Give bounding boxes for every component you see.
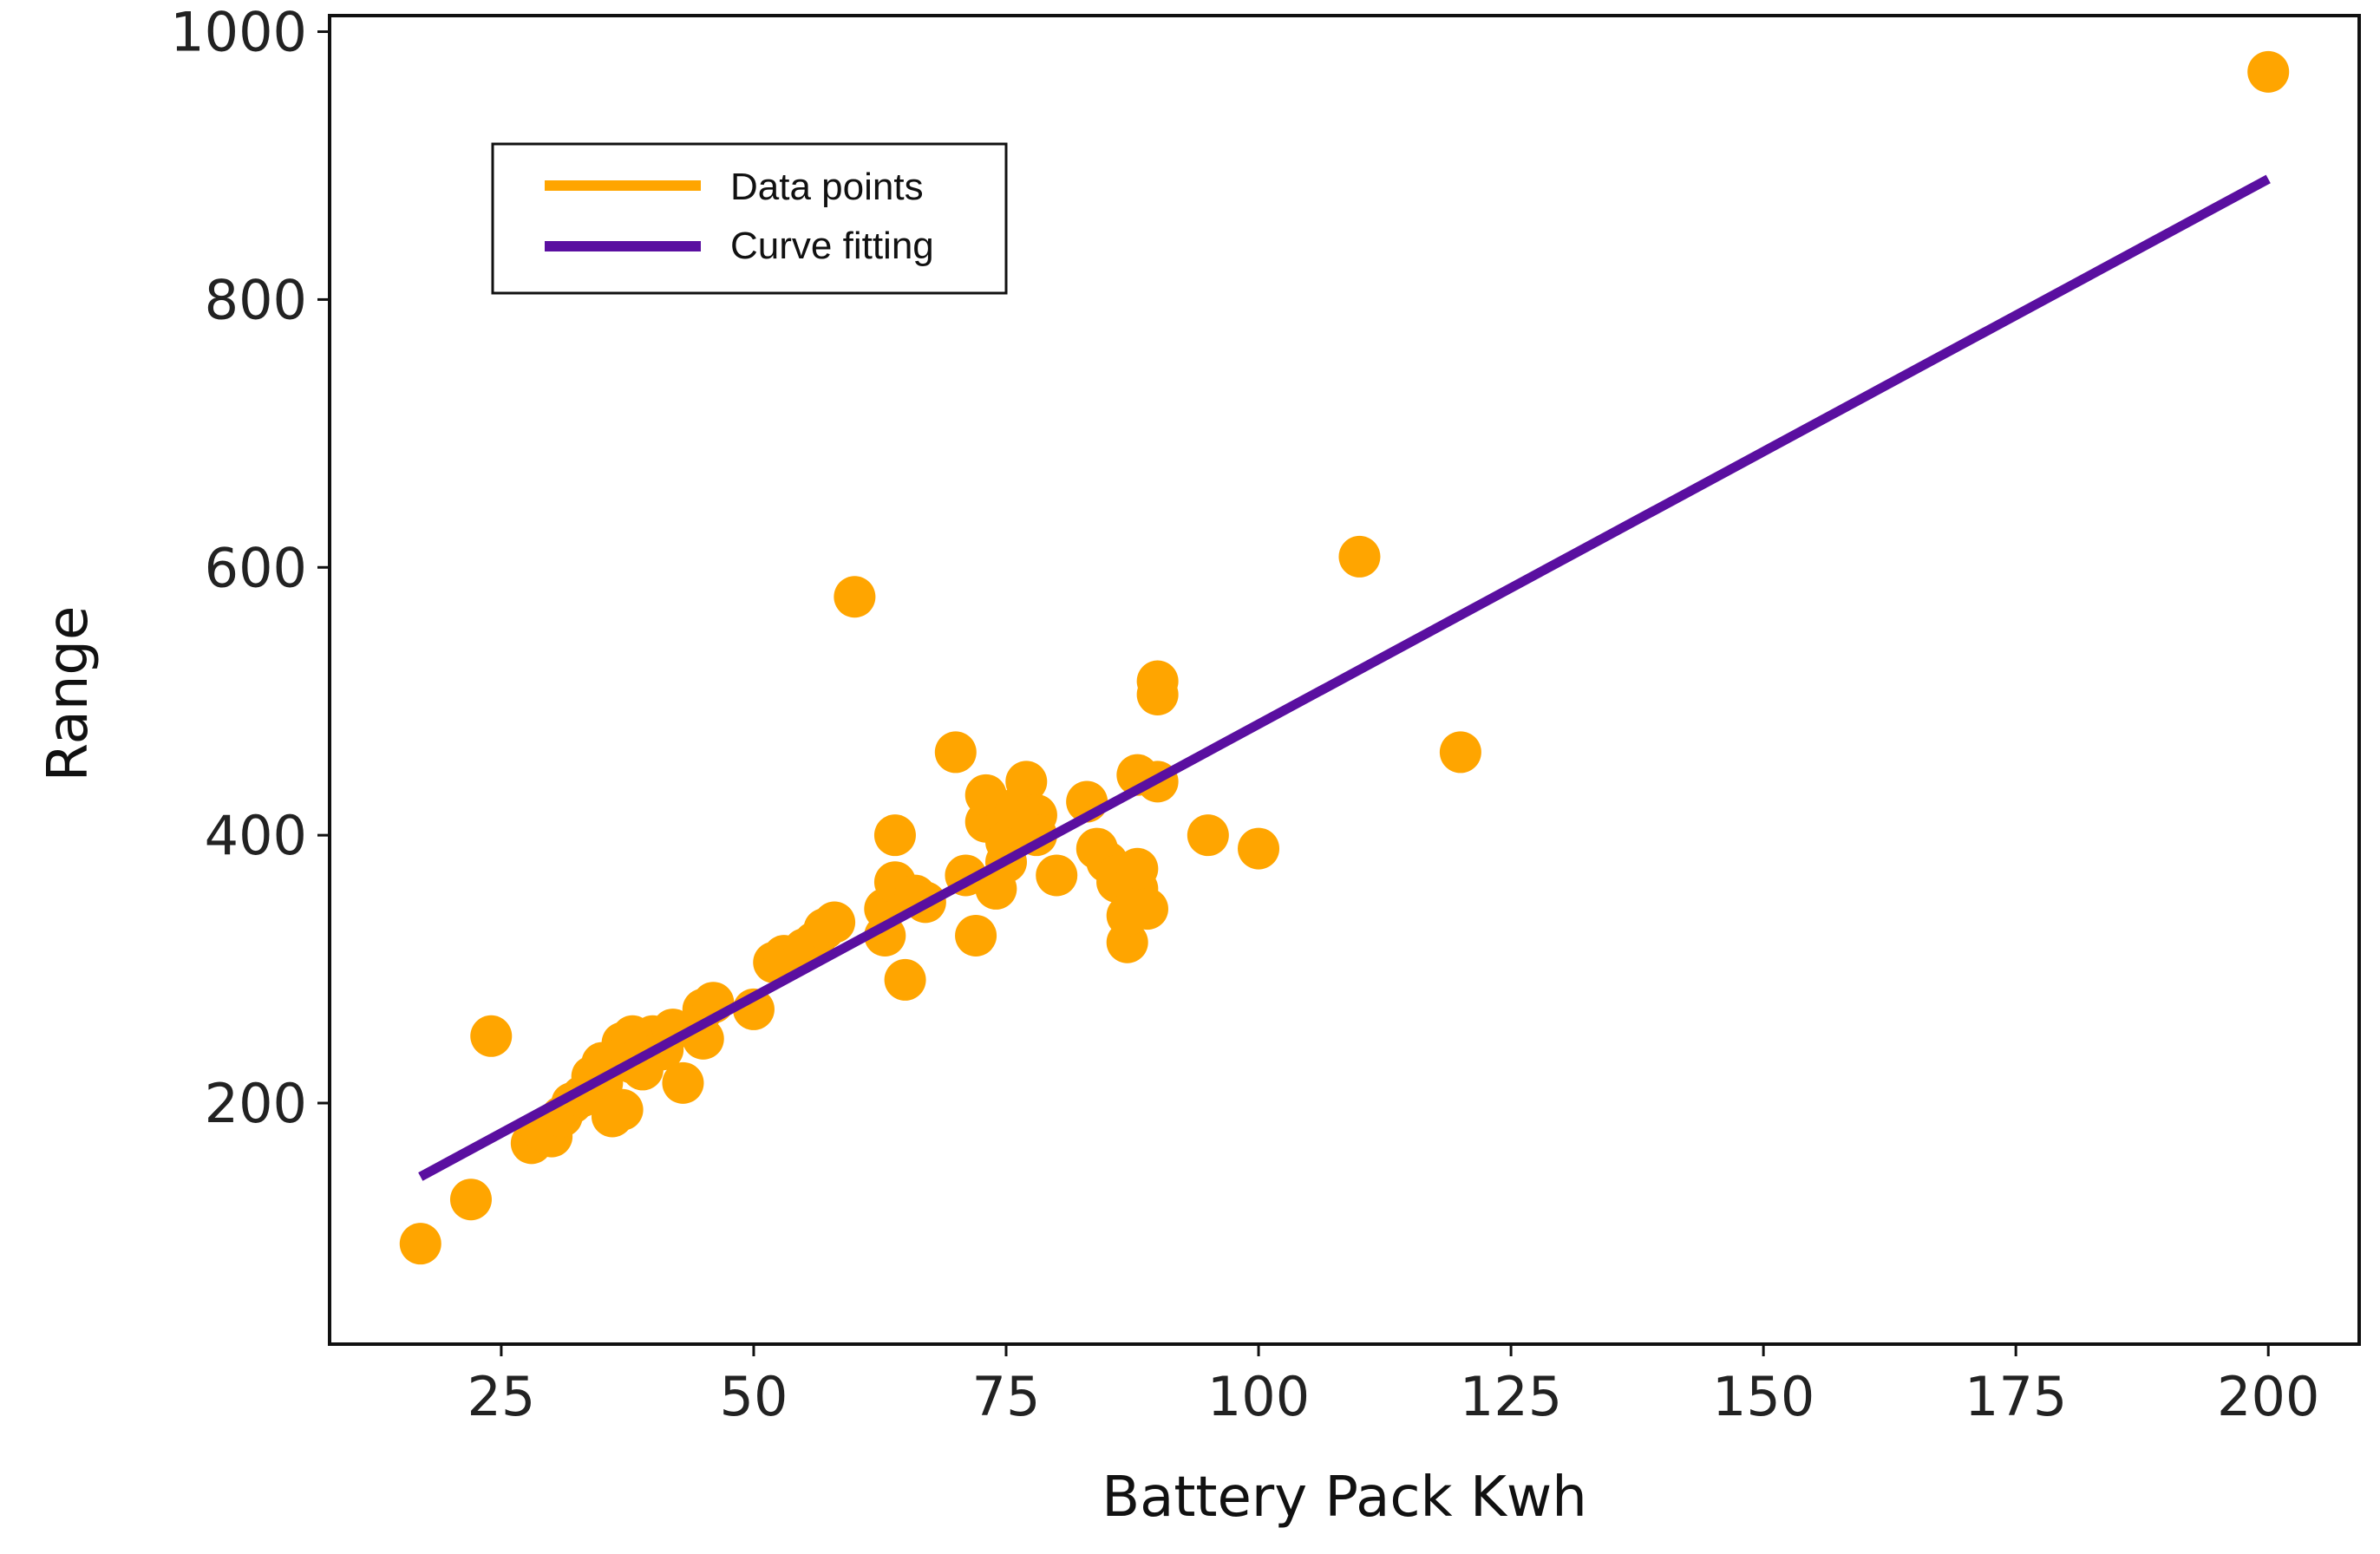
data-point xyxy=(884,958,926,1001)
x-tick-label: 200 xyxy=(2217,1365,2319,1428)
data-point xyxy=(1187,814,1229,857)
data-point xyxy=(399,1223,441,1265)
y-axis-title: Range xyxy=(36,606,101,782)
fit-line xyxy=(418,174,2271,1181)
y-tick-label: 200 xyxy=(205,1072,307,1135)
data-point xyxy=(1136,660,1179,702)
data-point xyxy=(449,1179,492,1221)
data-point xyxy=(1116,847,1159,890)
data-point xyxy=(834,576,876,618)
data-point xyxy=(2247,50,2290,93)
plot-layer xyxy=(399,50,2290,1265)
x-tick-label: 50 xyxy=(720,1365,788,1428)
x-tick-label: 100 xyxy=(1207,1365,1310,1428)
legend-label-curve-fitting: Curve fitting xyxy=(730,225,934,267)
data-point xyxy=(1238,827,1280,870)
data-point xyxy=(1005,761,1048,803)
legend-box xyxy=(491,142,1008,295)
data-point xyxy=(873,814,916,857)
data-point xyxy=(1036,854,1078,897)
x-tick-label: 25 xyxy=(467,1365,535,1428)
x-tick-label: 75 xyxy=(972,1365,1041,1428)
data-point xyxy=(1338,535,1381,578)
axis-layer: 25 50 75 100 125 150 175 200 200 400 600 800 1000 xyxy=(170,1,2319,1428)
y-tick-label: 800 xyxy=(205,268,307,331)
x-tick-label: 150 xyxy=(1712,1365,1814,1428)
data-point xyxy=(1126,888,1168,930)
x-tick-label: 125 xyxy=(1460,1365,1562,1428)
legend-label-data-points: Data points xyxy=(730,166,924,208)
legend: Data points Curve fitting xyxy=(491,142,1008,295)
data-point xyxy=(814,901,856,944)
y-tick-label: 400 xyxy=(205,804,307,867)
data-point xyxy=(470,1015,513,1057)
x-tick-label: 175 xyxy=(1965,1365,2067,1428)
data-point xyxy=(601,1088,644,1131)
data-point xyxy=(934,731,977,774)
x-axis-title: Battery Pack Kwh xyxy=(1102,1466,1587,1530)
data-point xyxy=(662,1061,704,1104)
y-tick-label: 1000 xyxy=(170,1,307,64)
data-point xyxy=(1439,731,1481,774)
data-point xyxy=(955,914,997,957)
y-tick-label: 600 xyxy=(205,536,307,599)
